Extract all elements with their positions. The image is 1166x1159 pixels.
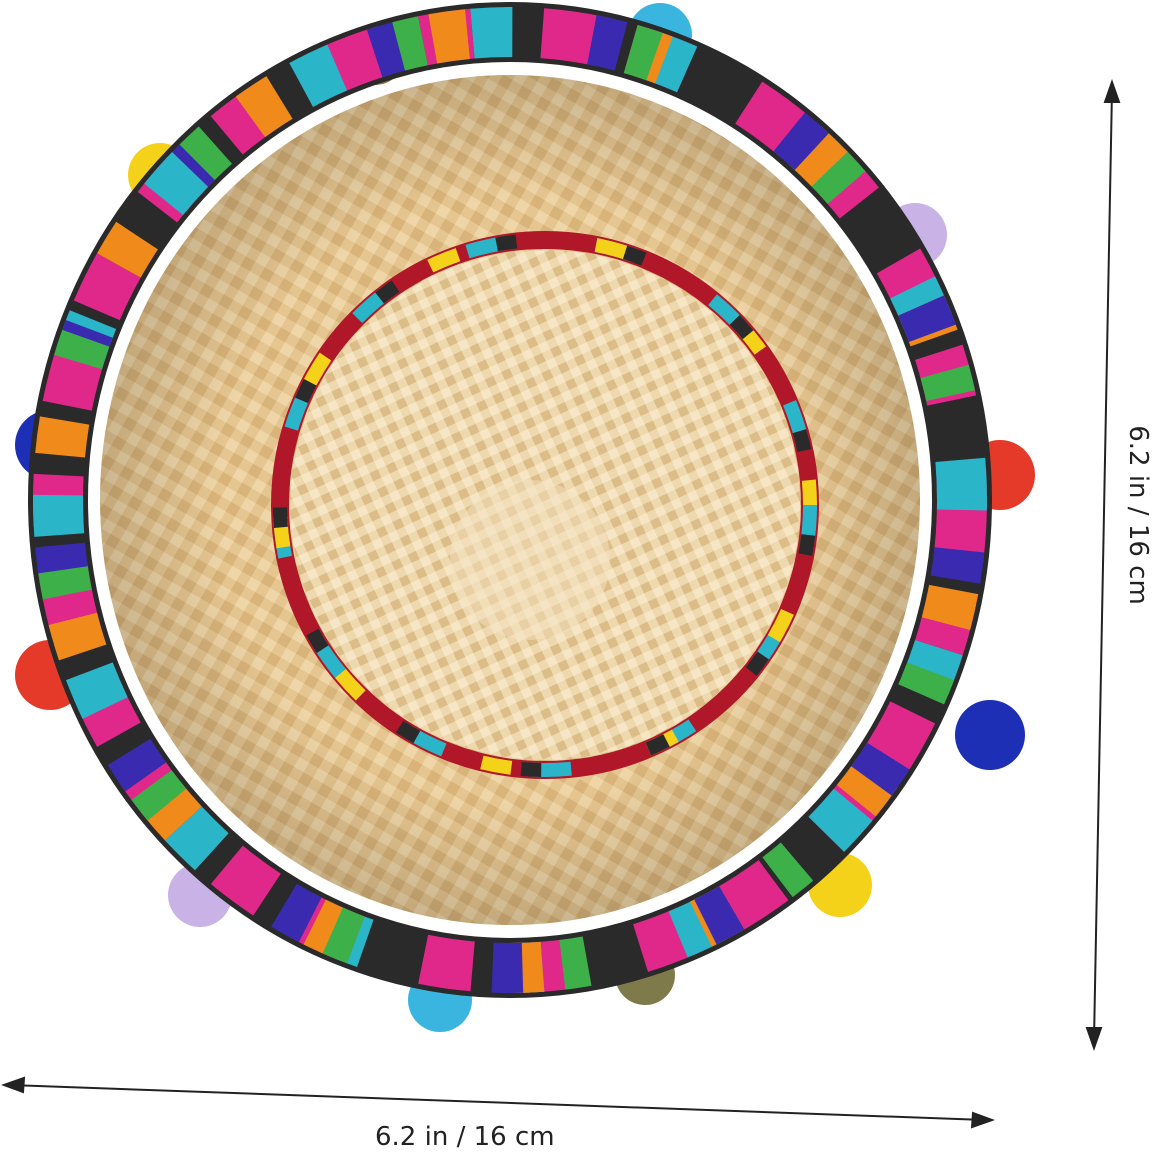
brim-band	[28, 2, 992, 998]
width-dimension-arrow	[1, 1076, 995, 1129]
width-label: 6.2 in / 16 cm	[375, 1122, 555, 1152]
pompom	[955, 700, 1025, 770]
height-label: 6.2 in / 16 cm	[1123, 425, 1153, 605]
height-dimension-arrow	[1085, 78, 1121, 1052]
crown-band	[271, 231, 819, 779]
